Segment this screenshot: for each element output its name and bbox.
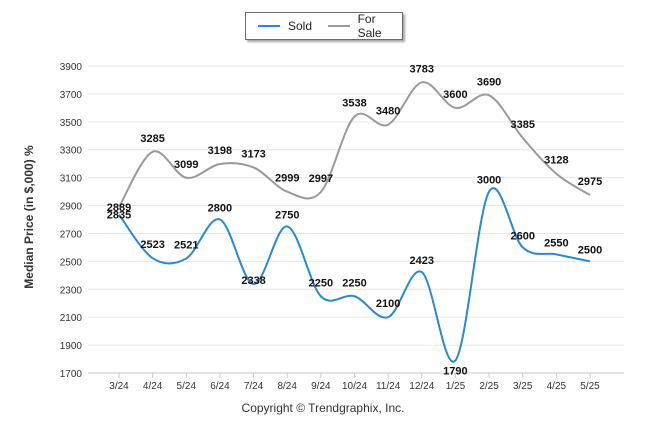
data-label-sold: 1790 [443,365,467,377]
x-tick-label: 8/24 [277,381,297,392]
data-label-sold: 2250 [309,277,333,289]
data-label-sold: 2521 [174,239,198,251]
y-tick-label: 2100 [60,313,83,324]
data-label-for-sale: 3128 [544,155,568,167]
x-tick-label: 2/25 [479,381,499,392]
data-label-sold: 2600 [510,230,534,242]
data-label-for-sale: 2975 [578,176,602,188]
data-label-for-sale: 3385 [510,119,534,131]
y-tick-label: 2500 [60,257,83,268]
y-tick-label: 3100 [60,174,83,185]
legend-swatch-for-sale [328,25,350,27]
legend-item-for-sale[interactable]: For Sale [328,12,402,40]
y-tick-label: 3500 [60,118,83,129]
legend-label-sold: Sold [288,19,313,33]
data-label-for-sale: 3285 [140,133,164,145]
x-tick-label: 12/24 [409,381,434,392]
data-label-sold: 2800 [208,203,232,215]
data-label-for-sale: 3690 [477,76,501,88]
y-axis-label: Median Price (in $,000) % [22,145,36,289]
y-tick-label: 1900 [60,341,83,352]
x-tick-label: 10/24 [342,381,367,392]
data-label-sold: 2550 [544,237,568,249]
data-label-for-sale: 3099 [174,159,198,171]
legend-item-sold[interactable]: Sold [258,19,312,33]
copyright-text: Copyright © Trendgraphix, Inc. [241,401,405,415]
x-tick-label: 3/25 [513,381,533,392]
data-label-for-sale: 3198 [208,145,232,157]
data-label-sold: 2423 [410,255,434,267]
y-tick-label: 3700 [60,90,83,101]
data-label-for-sale: 3783 [410,63,434,75]
data-label-for-sale: 3538 [342,98,366,110]
data-label-sold: 2338 [241,275,265,287]
x-tick-label: 4/25 [547,381,567,392]
data-label-sold: 2100 [376,298,400,310]
y-tick-label: 2300 [60,285,83,296]
data-label-sold: 3000 [477,175,501,187]
data-label-for-sale: 3600 [443,89,467,101]
x-tick-label: 3/24 [109,381,129,392]
data-label-sold: 2835 [107,210,131,222]
data-label-sold: 2750 [275,209,299,221]
legend-label-for-sale: For Sale [357,12,382,40]
y-tick-label: 3300 [60,146,83,157]
data-label-for-sale: 3173 [241,148,265,160]
data-label-for-sale: 2889 [107,202,131,214]
y-tick-label: 2900 [60,202,83,213]
x-tick-label: 9/24 [311,381,331,392]
data-label-sold: 2500 [578,244,602,256]
x-tick-label: 6/24 [210,381,230,392]
data-label-for-sale: 2999 [275,173,299,185]
data-label-for-sale: 2997 [309,173,333,185]
chart-legend: Sold For Sale [245,12,403,40]
data-label-sold: 2523 [140,239,164,251]
y-tick-label: 1700 [60,369,83,380]
x-tick-label: 1/25 [446,381,466,392]
data-label-for-sale: 3480 [376,106,400,118]
x-tick-label: 5/25 [580,381,600,392]
data-label-sold: 2250 [342,277,366,289]
legend-swatch-sold [258,25,280,27]
y-tick-label: 3900 [60,62,83,73]
series-line-sold [118,187,591,363]
x-tick-label: 5/24 [177,381,197,392]
x-tick-label: 11/24 [376,381,401,392]
x-tick-label: 7/24 [244,381,264,392]
y-tick-label: 2700 [60,229,83,240]
series-line-for-sale [118,81,591,208]
x-tick-label: 4/24 [143,381,163,392]
